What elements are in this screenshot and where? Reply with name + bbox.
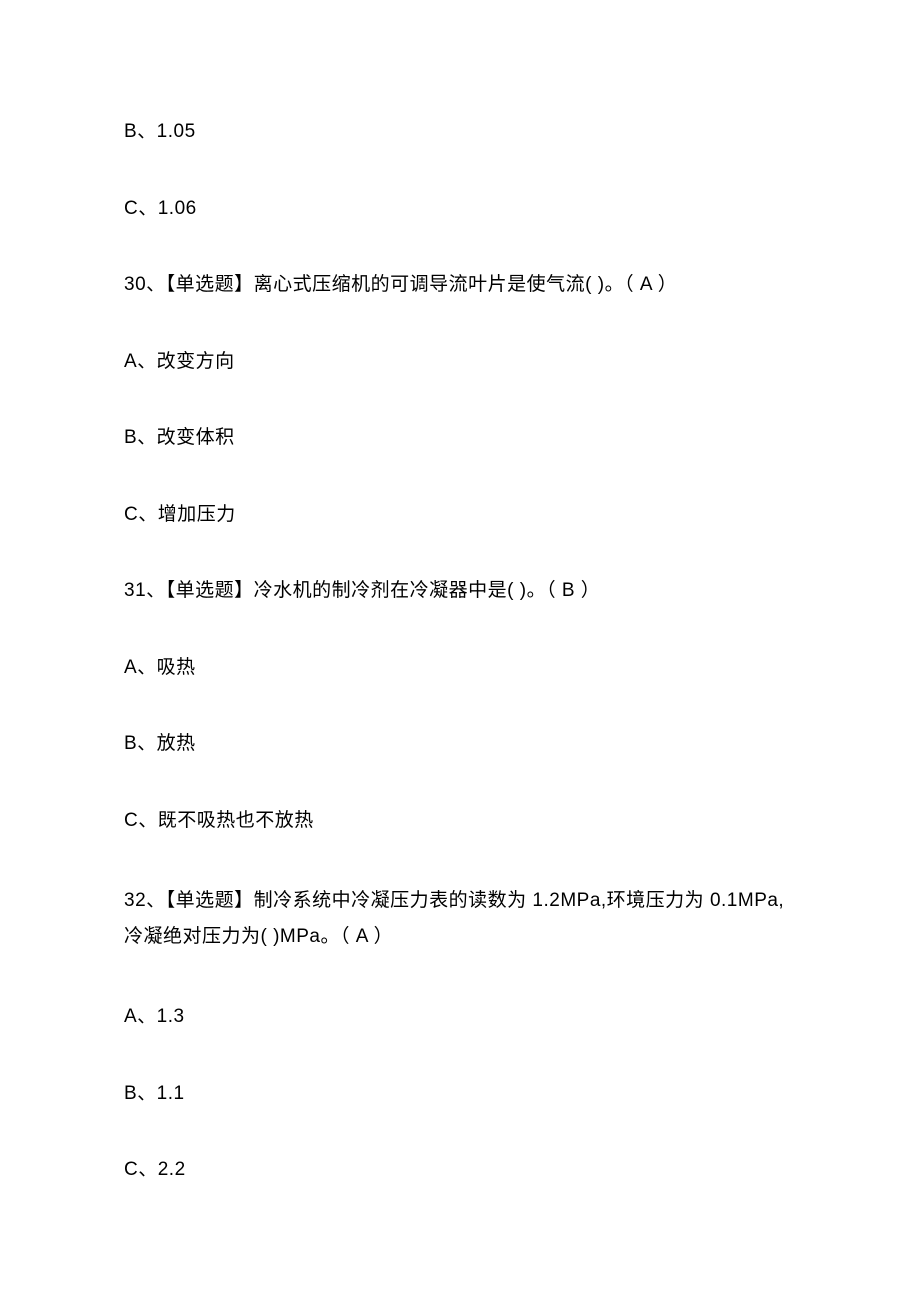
question-text: 31、【单选题】冷水机的制冷剂在冷凝器中是( )。（ B ）	[124, 577, 796, 606]
option-text: B、1.05	[124, 118, 796, 147]
option-text: A、改变方向	[124, 348, 796, 377]
option-text: A、1.3	[124, 1003, 796, 1032]
question-text: 32、【单选题】制冷系统中冷凝压力表的读数为 1.2MPa,环境压力为 0.1M…	[124, 883, 796, 955]
option-text: A、吸热	[124, 654, 796, 683]
option-text: B、放热	[124, 730, 796, 759]
option-text: B、改变体积	[124, 424, 796, 453]
option-text: C、既不吸热也不放热	[124, 807, 796, 836]
option-text: C、1.06	[124, 195, 796, 224]
document-content: B、1.05 C、1.06 30、【单选题】离心式压缩机的可调导流叶片是使气流(…	[124, 118, 796, 1185]
question-text: 30、【单选题】离心式压缩机的可调导流叶片是使气流( )。（ A ）	[124, 271, 796, 300]
option-text: C、2.2	[124, 1156, 796, 1185]
option-text: C、增加压力	[124, 501, 796, 530]
option-text: B、1.1	[124, 1080, 796, 1109]
